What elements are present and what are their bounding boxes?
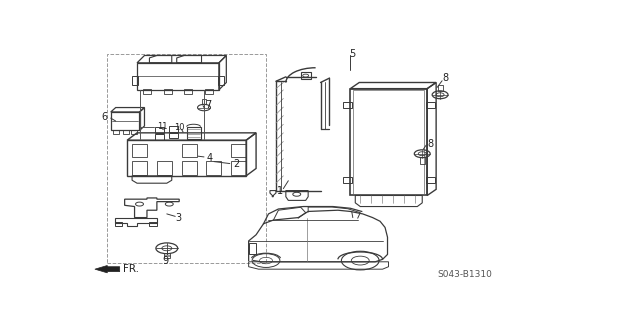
Bar xyxy=(353,90,424,194)
Bar xyxy=(184,89,192,94)
Bar xyxy=(156,134,164,140)
Text: 5: 5 xyxy=(349,49,355,59)
Bar xyxy=(205,89,213,94)
Bar xyxy=(343,102,352,108)
Bar xyxy=(426,177,435,183)
Bar xyxy=(123,130,129,134)
Text: 8: 8 xyxy=(443,73,449,83)
Bar xyxy=(231,161,246,174)
Bar xyxy=(150,222,157,226)
Bar xyxy=(156,128,164,133)
Text: 9: 9 xyxy=(163,256,168,266)
Bar xyxy=(169,126,178,132)
Bar xyxy=(164,89,172,94)
Bar xyxy=(343,177,352,183)
Bar xyxy=(426,102,435,108)
Bar xyxy=(169,133,178,138)
Bar xyxy=(301,72,310,79)
Bar xyxy=(207,161,221,174)
Bar xyxy=(218,76,224,85)
Bar xyxy=(182,161,196,174)
Text: 6: 6 xyxy=(102,112,108,122)
Text: 4: 4 xyxy=(207,153,212,163)
Bar xyxy=(132,161,147,174)
Bar xyxy=(182,144,196,157)
Bar xyxy=(231,144,246,157)
Bar xyxy=(157,161,172,174)
Text: 1: 1 xyxy=(277,186,283,196)
Bar xyxy=(164,253,170,258)
Bar xyxy=(132,76,138,85)
Bar xyxy=(202,100,207,104)
Text: S043-B1310: S043-B1310 xyxy=(437,270,492,279)
Bar xyxy=(108,54,266,263)
Bar xyxy=(113,130,119,134)
Text: 3: 3 xyxy=(176,212,182,223)
Text: 10: 10 xyxy=(174,123,184,132)
Polygon shape xyxy=(95,265,120,273)
Bar xyxy=(143,89,151,94)
Bar xyxy=(131,130,136,134)
Text: 2: 2 xyxy=(233,159,239,168)
Text: 7: 7 xyxy=(205,100,212,110)
Bar xyxy=(249,243,256,255)
Bar xyxy=(438,85,443,91)
Text: 8: 8 xyxy=(428,139,433,149)
Bar xyxy=(115,222,122,226)
Text: FR.: FR. xyxy=(123,264,139,274)
Bar xyxy=(420,157,425,164)
Text: 11: 11 xyxy=(157,122,168,131)
Bar xyxy=(132,144,147,157)
